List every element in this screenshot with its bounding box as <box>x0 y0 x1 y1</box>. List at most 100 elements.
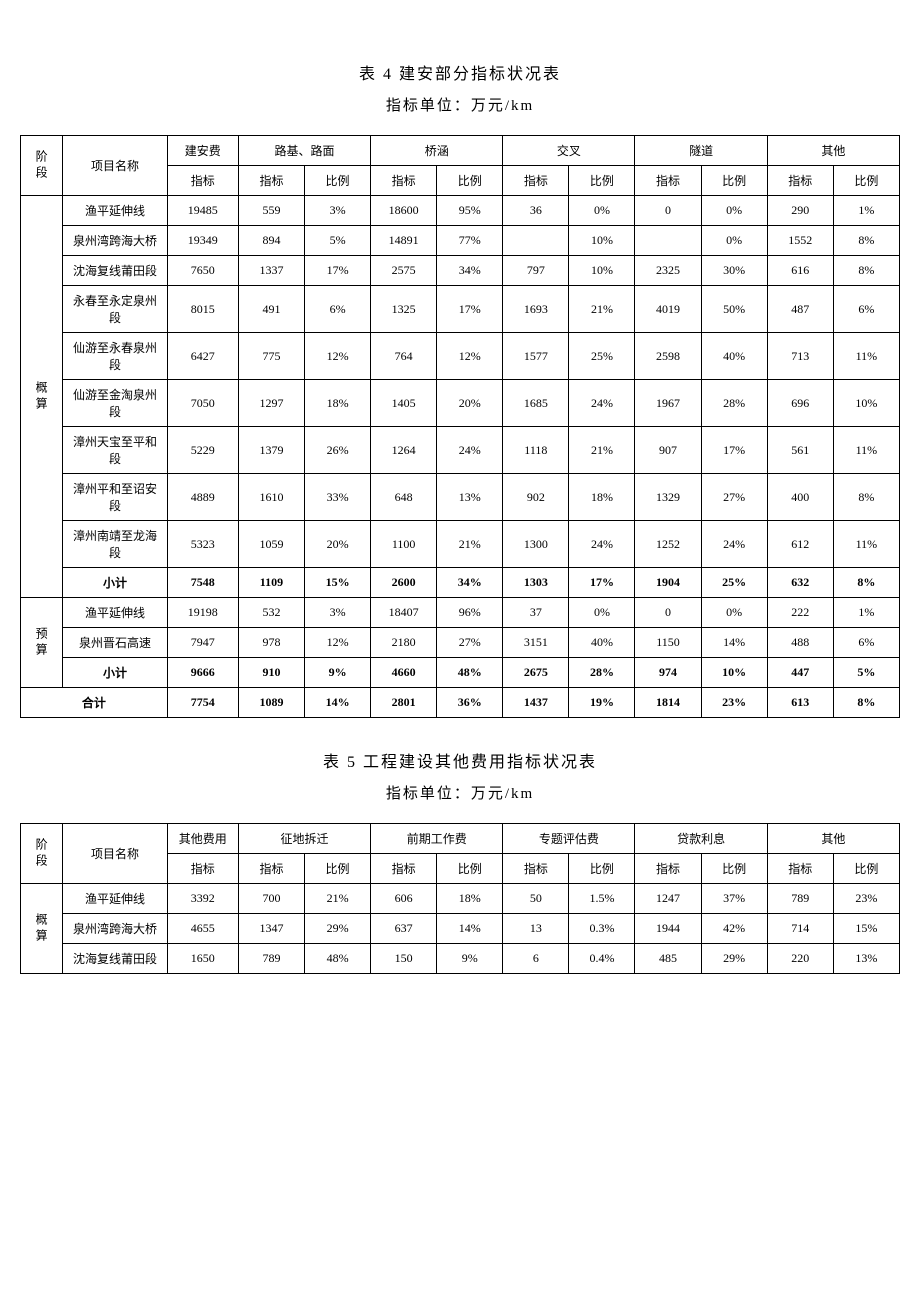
cell-value: 48% <box>305 944 371 974</box>
cell-value: 1693 <box>503 286 569 333</box>
cell-value: 15% <box>305 568 371 598</box>
cell-value: 1437 <box>503 688 569 718</box>
cell-value: 485 <box>635 944 701 974</box>
cell-value: 6% <box>305 286 371 333</box>
cell-value: 700 <box>238 884 304 914</box>
cell-value: 13% <box>437 474 503 521</box>
col-group: 征地拆迁 <box>238 824 370 854</box>
cell-value: 8% <box>833 226 899 256</box>
stage-label: 预算 <box>21 598 63 688</box>
cell-value: 1247 <box>635 884 701 914</box>
cell-value: 1610 <box>238 474 304 521</box>
col-sub-index: 指标 <box>767 854 833 884</box>
cell-value: 290 <box>767 196 833 226</box>
cell-value: 21% <box>305 884 371 914</box>
cell-value: 1089 <box>238 688 304 718</box>
cell-main: 7754 <box>167 688 238 718</box>
cell-value: 10% <box>569 256 635 286</box>
cell-value: 1814 <box>635 688 701 718</box>
cell-value: 37 <box>503 598 569 628</box>
cell-value: 0.3% <box>569 914 635 944</box>
cell-value: 50 <box>503 884 569 914</box>
cell-main: 7050 <box>167 380 238 427</box>
cell-value: 18407 <box>371 598 437 628</box>
cell-value: 96% <box>437 598 503 628</box>
col-sub-ratio: 比例 <box>305 166 371 196</box>
cell-value: 20% <box>305 521 371 568</box>
cell-value: 2598 <box>635 333 701 380</box>
cell-project: 小计 <box>63 658 167 688</box>
cell-main: 5229 <box>167 427 238 474</box>
cell-value: 616 <box>767 256 833 286</box>
col-stage: 阶段 <box>21 136 63 196</box>
col-sub-ratio: 比例 <box>833 854 899 884</box>
table-row: 预算渔平延伸线191985323%1840796%370%00%2221% <box>21 598 900 628</box>
cell-project: 泉州湾跨海大桥 <box>63 914 167 944</box>
cell-value: 8% <box>833 256 899 286</box>
cell-value: 17% <box>437 286 503 333</box>
cell-value: 713 <box>767 333 833 380</box>
cell-value: 1% <box>833 196 899 226</box>
table-row: 仙游至金淘泉州段7050129718%140520%168524%196728%… <box>21 380 900 427</box>
cell-main: 5323 <box>167 521 238 568</box>
cell-value <box>635 226 701 256</box>
col-main-bot: 指标 <box>167 854 238 884</box>
cell-main: 7947 <box>167 628 238 658</box>
cell-value: 23% <box>701 688 767 718</box>
cell-main: 8015 <box>167 286 238 333</box>
cell-value: 1904 <box>635 568 701 598</box>
cell-value: 1109 <box>238 568 304 598</box>
cell-value: 3% <box>305 598 371 628</box>
cell-value: 612 <box>767 521 833 568</box>
cell-project: 沈海复线莆田段 <box>63 256 167 286</box>
cell-value: 1685 <box>503 380 569 427</box>
cell-project: 渔平延伸线 <box>63 598 167 628</box>
cell-value: 797 <box>503 256 569 286</box>
cell-value: 33% <box>305 474 371 521</box>
cell-value: 15% <box>833 914 899 944</box>
cell-value: 29% <box>701 944 767 974</box>
col-sub-index: 指标 <box>635 854 701 884</box>
col-group: 贷款利息 <box>635 824 767 854</box>
cell-main: 7650 <box>167 256 238 286</box>
col-project: 项目名称 <box>63 136 167 196</box>
cell-project: 漳州天宝至平和段 <box>63 427 167 474</box>
stage-label: 概算 <box>21 196 63 598</box>
cell-value: 9% <box>305 658 371 688</box>
cell-value: 222 <box>767 598 833 628</box>
cell-project: 漳州平和至诏安段 <box>63 474 167 521</box>
table-row: 漳州平和至诏安段4889161033%64813%90218%132927%40… <box>21 474 900 521</box>
cell-value: 21% <box>569 427 635 474</box>
cell-value: 18% <box>437 884 503 914</box>
table-row: 漳州南靖至龙海段5323105920%110021%130024%125224%… <box>21 521 900 568</box>
cell-value: 1379 <box>238 427 304 474</box>
col-sub-ratio: 比例 <box>569 854 635 884</box>
cell-value: 5% <box>305 226 371 256</box>
col-group: 交叉 <box>503 136 635 166</box>
cell-value: 400 <box>767 474 833 521</box>
cell-value: 20% <box>437 380 503 427</box>
cell-value: 0 <box>635 598 701 628</box>
cell-value: 1303 <box>503 568 569 598</box>
table-row: 永春至永定泉州段80154916%132517%169321%401950%48… <box>21 286 900 333</box>
cell-value: 17% <box>701 427 767 474</box>
cell-value: 632 <box>767 568 833 598</box>
cell-value: 1944 <box>635 914 701 944</box>
cell-value: 8% <box>833 688 899 718</box>
cell-value: 21% <box>437 521 503 568</box>
cell-value: 4660 <box>371 658 437 688</box>
cell-value: 30% <box>701 256 767 286</box>
cell-value: 902 <box>503 474 569 521</box>
cell-value: 13 <box>503 914 569 944</box>
col-sub-index: 指标 <box>238 854 304 884</box>
cell-value: 40% <box>569 628 635 658</box>
cell-value: 1967 <box>635 380 701 427</box>
cell-value: 27% <box>437 628 503 658</box>
cell-main: 19349 <box>167 226 238 256</box>
table5-subtitle: 指标单位：万元/km <box>20 782 900 803</box>
col-sub-index: 指标 <box>503 166 569 196</box>
table5: 阶段项目名称其他费用征地拆迁前期工作费专题评估费贷款利息其他指标指标比例指标比例… <box>20 823 900 974</box>
cell-value: 1552 <box>767 226 833 256</box>
col-group: 专题评估费 <box>503 824 635 854</box>
cell-project: 永春至永定泉州段 <box>63 286 167 333</box>
